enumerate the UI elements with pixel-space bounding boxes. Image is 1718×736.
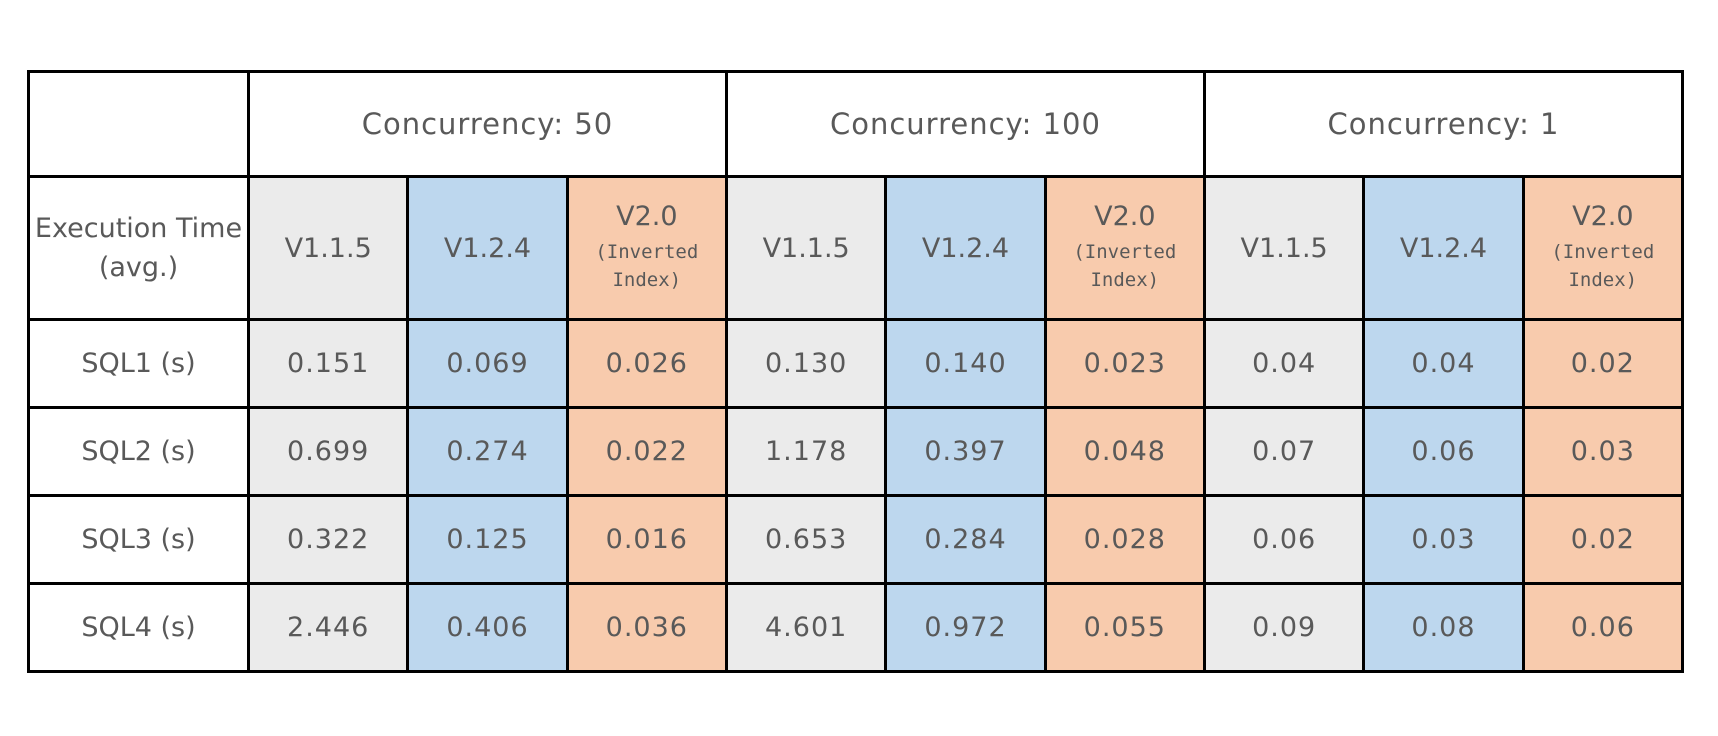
cell-value: 0.151 bbox=[246, 318, 410, 409]
cell-value: 0.130 bbox=[724, 318, 888, 409]
version-header-v20-label: V2.0 bbox=[616, 201, 678, 233]
version-header-v20-sublabel: (Inverted Index) bbox=[1073, 240, 1177, 292]
group-header-concurrency-1: Concurrency: 1 bbox=[1202, 70, 1685, 178]
cell-value: 0.322 bbox=[246, 494, 410, 585]
version-header-row: Execution Time (avg.) V1.1.5 V1.2.4 V2.0… bbox=[27, 175, 1685, 321]
version-header-v20: V2.0 (Inverted Index) bbox=[1521, 175, 1685, 321]
cell-value: 0.016 bbox=[565, 494, 728, 585]
cell-value: 0.653 bbox=[724, 494, 888, 585]
corner-cell bbox=[27, 70, 250, 178]
cell-value: 0.06 bbox=[1521, 582, 1685, 673]
version-header-v124: V1.2.4 bbox=[406, 175, 569, 321]
cell-value: 0.036 bbox=[565, 582, 728, 673]
table-row-sql1: SQL1 (s) 0.151 0.069 0.026 0.130 0.140 0… bbox=[27, 318, 1685, 409]
execution-time-benchmark-table: Concurrency: 50 Concurrency: 100 Concurr… bbox=[27, 70, 1685, 673]
cell-value: 0.699 bbox=[246, 406, 410, 497]
cell-value: 0.023 bbox=[1043, 318, 1206, 409]
group-header-concurrency-100: Concurrency: 100 bbox=[724, 70, 1206, 178]
cell-value: 0.140 bbox=[884, 318, 1047, 409]
version-header-v20: V2.0 (Inverted Index) bbox=[565, 175, 728, 321]
cell-value: 0.397 bbox=[884, 406, 1047, 497]
version-header-v115: V1.1.5 bbox=[1202, 175, 1366, 321]
concurrency-header-row: Concurrency: 50 Concurrency: 100 Concurr… bbox=[27, 70, 1685, 178]
table-row-sql3: SQL3 (s) 0.322 0.125 0.016 0.653 0.284 0… bbox=[27, 494, 1685, 585]
cell-value: 0.069 bbox=[406, 318, 569, 409]
cell-value: 0.02 bbox=[1521, 494, 1685, 585]
cell-value: 0.06 bbox=[1202, 494, 1366, 585]
cell-value: 0.284 bbox=[884, 494, 1047, 585]
version-header-v20-label: V2.0 bbox=[1572, 201, 1634, 233]
version-header-v20: V2.0 (Inverted Index) bbox=[1043, 175, 1206, 321]
cell-value: 0.06 bbox=[1362, 406, 1525, 497]
cell-value: 0.274 bbox=[406, 406, 569, 497]
execution-time-title: Execution Time (avg.) bbox=[27, 175, 250, 321]
cell-value: 0.125 bbox=[406, 494, 569, 585]
row-label-sql2: SQL2 (s) bbox=[27, 406, 250, 497]
cell-value: 0.972 bbox=[884, 582, 1047, 673]
cell-value: 2.446 bbox=[246, 582, 410, 673]
cell-value: 0.09 bbox=[1202, 582, 1366, 673]
table-row-sql2: SQL2 (s) 0.699 0.274 0.022 1.178 0.397 0… bbox=[27, 406, 1685, 497]
version-header-v20-sublabel: (Inverted Index) bbox=[1551, 240, 1655, 292]
version-header-v115: V1.1.5 bbox=[246, 175, 410, 321]
cell-value: 1.178 bbox=[724, 406, 888, 497]
cell-value: 0.028 bbox=[1043, 494, 1206, 585]
cell-value: 0.048 bbox=[1043, 406, 1206, 497]
cell-value: 0.08 bbox=[1362, 582, 1525, 673]
group-header-concurrency-50: Concurrency: 50 bbox=[247, 70, 728, 178]
version-header-v115: V1.1.5 bbox=[724, 175, 888, 321]
row-label-sql3: SQL3 (s) bbox=[27, 494, 250, 585]
cell-value: 0.03 bbox=[1521, 406, 1685, 497]
table-row-sql4: SQL4 (s) 2.446 0.406 0.036 4.601 0.972 0… bbox=[27, 582, 1685, 673]
cell-value: 0.026 bbox=[565, 318, 728, 409]
version-header-v124: V1.2.4 bbox=[1362, 175, 1525, 321]
cell-value: 0.07 bbox=[1202, 406, 1366, 497]
row-label-sql1: SQL1 (s) bbox=[27, 318, 250, 409]
version-header-v20-label: V2.0 bbox=[1094, 201, 1156, 233]
cell-value: 0.406 bbox=[406, 582, 569, 673]
version-header-v20-sublabel: (Inverted Index) bbox=[595, 240, 699, 292]
version-header-v124: V1.2.4 bbox=[884, 175, 1047, 321]
cell-value: 0.055 bbox=[1043, 582, 1206, 673]
cell-value: 0.02 bbox=[1521, 318, 1685, 409]
cell-value: 4.601 bbox=[724, 582, 888, 673]
row-label-sql4: SQL4 (s) bbox=[27, 582, 250, 673]
cell-value: 0.04 bbox=[1362, 318, 1525, 409]
cell-value: 0.022 bbox=[565, 406, 728, 497]
cell-value: 0.03 bbox=[1362, 494, 1525, 585]
cell-value: 0.04 bbox=[1202, 318, 1366, 409]
